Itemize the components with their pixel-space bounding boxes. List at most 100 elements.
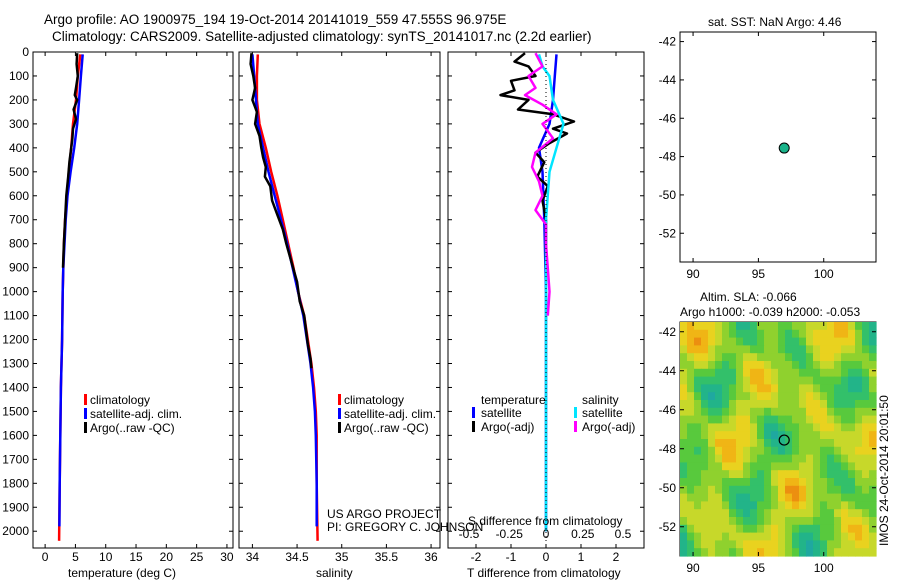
diff-xtick2-label: 0 [543,527,550,541]
sla-cell [869,376,877,385]
sla-cell [785,462,793,471]
sla-cell [729,524,737,534]
sla-cell [757,415,765,424]
sla-cell [687,345,695,354]
sla-cell [687,509,695,518]
sla-cell [708,431,716,440]
argo-float-marker [778,434,790,446]
temperature-profile-series-satellite [58,54,84,527]
sla-cell [708,478,716,487]
sla-cell [694,415,702,424]
sla-cell [862,548,870,557]
sla-cell [855,329,863,339]
sla-cell [785,415,793,424]
sla-cell [764,329,772,339]
sla-cell [834,532,842,541]
sla-cell [736,548,744,557]
sla-cell [862,368,870,378]
legend-swatch-s-argo [574,421,577,432]
sla-cell [869,540,877,549]
sla-cell [736,439,744,448]
sla-cell [785,517,793,526]
sla-cell [827,540,835,549]
sla-cell [771,337,779,346]
sla-cell [785,540,793,549]
sla-cell [778,493,786,502]
sla-cell [729,407,737,417]
sla-cell [764,485,772,495]
legend-swatch-argo [338,422,341,433]
sla-cell [687,376,695,385]
sla-cell [827,329,835,339]
sla-cell [820,384,828,393]
sla-cell [736,509,744,518]
sla-cell [834,361,842,370]
depth-tick-label: 1400 [2,380,29,394]
salinity-profile-xtick-label: 35 [335,550,349,564]
sla-cell [722,485,730,495]
sla-cell [687,446,695,456]
sla-cell [743,501,751,510]
sla-cell [792,524,800,534]
sla-cell [785,353,793,362]
sla-cell [729,509,737,518]
sla-cell [841,431,849,440]
sla-cell [736,368,744,378]
salinity-profile-xtick-label: 35.5 [375,550,399,564]
sla-cell [715,532,723,541]
sla-cell [848,431,856,440]
sla-cell [806,431,814,440]
sla-cell [799,540,807,549]
sla-cell [792,400,800,409]
sla-cell [750,501,758,510]
sla-cell [862,462,870,471]
sla-cell [820,353,828,362]
sla-cell [715,415,723,424]
sla-map-ytick-label: -50 [659,481,677,495]
sla-map-xtick-label: 95 [752,561,766,575]
sla-cell [771,392,779,401]
sla-cell [792,353,800,362]
sla-cell [792,439,800,448]
sla-cell [771,376,779,385]
sla-cell [715,329,723,339]
sla-cell [694,501,702,510]
sla-cell [785,407,793,417]
sla-cell [841,454,849,463]
sla-cell [778,478,786,487]
sla-cell [687,329,695,339]
salinity-profile-xtick-label: 36 [424,550,438,564]
sla-cell [757,376,765,385]
sla-cell [750,439,758,448]
sla-cell [680,353,688,362]
sla-cell [680,392,688,401]
sla-cell [750,462,758,471]
sla-cell [708,439,716,448]
sla-cell [862,454,870,463]
sla-cell [743,329,751,339]
sla-cell [722,407,730,417]
sla-cell [799,431,807,440]
sla-cell [694,540,702,549]
sla-cell [820,407,828,417]
sla-cell [862,322,870,331]
sla-cell [708,392,716,401]
sla-cell [834,376,842,385]
sla-cell [785,368,793,378]
sla-cell [855,540,863,549]
sla-cell [862,431,870,440]
sla-cell [701,361,709,370]
sla-cell [841,532,849,541]
salinity-profile-series-satellite [251,54,318,527]
sla-cell [722,361,730,370]
sla-cell [708,540,716,549]
sla-cell [694,431,702,440]
diff-legend: temperature salinity satellite Argo(-adj… [472,393,635,434]
sla-cell [694,532,702,541]
sla-cell [680,454,688,463]
sla-cell [736,470,744,479]
depth-tick-label: 1600 [2,428,29,442]
sla-cell [708,485,716,495]
sla-cell [687,478,695,487]
sla-cell [757,407,765,417]
